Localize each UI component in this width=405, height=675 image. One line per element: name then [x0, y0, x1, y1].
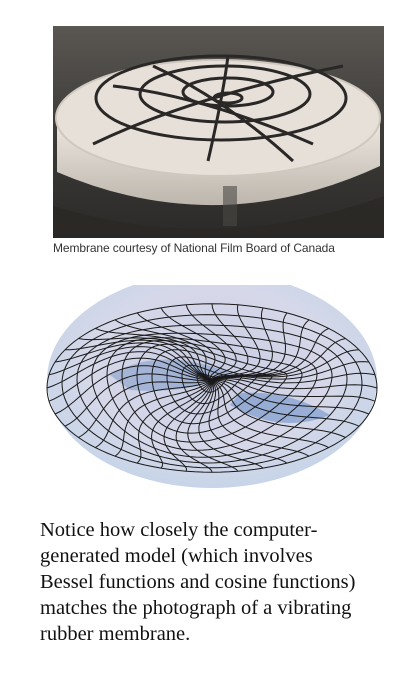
mesh-radial-line [114, 319, 213, 381]
mesh-radial-line [208, 379, 288, 464]
mesh-radial-line [151, 379, 213, 469]
membrane-photo [53, 26, 384, 238]
mesh-radial-line [211, 361, 369, 381]
mesh-radial-line [48, 346, 213, 381]
mesh-radial-line [211, 379, 370, 415]
membrane-photo-image [53, 26, 384, 238]
mesh-radial-line [211, 379, 346, 438]
mesh-radial-line [64, 373, 213, 427]
mesh-radial-line [211, 379, 360, 427]
mesh-radial-line [187, 379, 239, 472]
mesh-radial-line [211, 379, 329, 449]
membrane-surface-plot [40, 285, 385, 495]
mesh-radial-line [64, 339, 213, 381]
mesh-radial-line [136, 312, 216, 381]
photo-caption: Membrane courtesy of National Film Board… [53, 241, 335, 255]
mesh-radial-line [185, 304, 237, 381]
mesh-radial-line [211, 304, 261, 381]
mesh-radial-line [211, 372, 376, 384]
body-text-line: Notice how closely the computer- [40, 519, 318, 541]
mesh-radial-line [48, 357, 213, 402]
mesh-radial-line [114, 379, 213, 457]
mesh-radial-line [78, 337, 213, 381]
mesh-radial-line [78, 379, 213, 438]
mesh-radial-line [160, 307, 226, 381]
mesh-radial-line [136, 379, 213, 464]
mesh-radial-line [46, 351, 213, 389]
mesh-radial-line [175, 379, 213, 473]
body-text-line: matches the photograph of a vibrating [40, 597, 352, 619]
mesh-radial-line [211, 379, 376, 402]
body-text-line: Bessel functions and cosine functions) [40, 571, 356, 593]
mesh-radial-line [54, 365, 213, 415]
mesh-radial-line [211, 379, 310, 457]
body-text-line: generated model (which involves [40, 545, 313, 567]
mesh-radial-line [211, 349, 360, 381]
mesh-radial-line [95, 327, 213, 381]
mesh-radial-line [163, 379, 213, 472]
mesh-radial-line [55, 342, 213, 381]
body-text-line: rubber membrane. [40, 623, 191, 645]
mesh-radial-line [211, 378, 378, 390]
surface-mesh-graphic [46, 285, 378, 488]
mesh-radial-line [211, 303, 249, 381]
mesh-radial-line [198, 379, 264, 469]
mesh-radial-line [95, 379, 213, 449]
body-paragraph: Notice how closely the computer- generat… [40, 517, 400, 647]
